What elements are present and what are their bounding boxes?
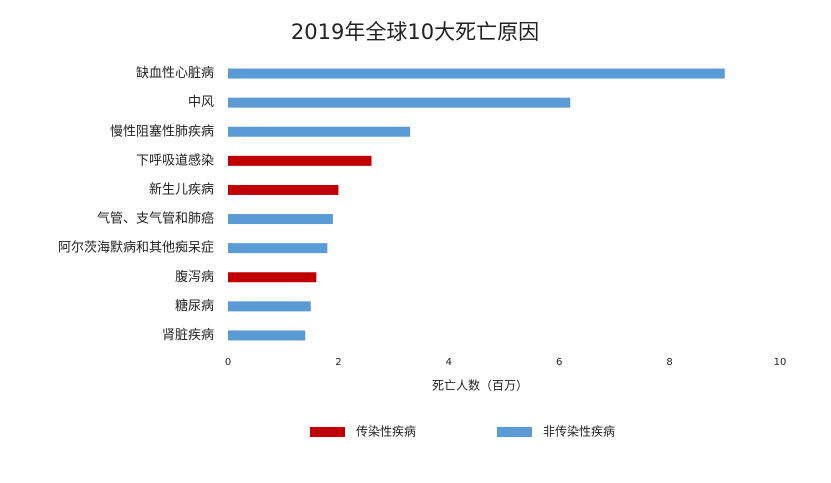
chart-title: 2019年全球10大死亡原因 — [291, 20, 539, 44]
bar — [228, 97, 571, 108]
x-tick-label: 4 — [446, 357, 452, 368]
y-tick-label: 腹泻病 — [175, 269, 214, 285]
y-tick-label: 中风 — [188, 95, 214, 110]
bar — [228, 68, 725, 79]
legend-label: 传染性疾病 — [356, 424, 416, 439]
y-tick-label: 肾脏疾病 — [162, 328, 214, 343]
x-tick-label: 0 — [225, 357, 231, 368]
x-axis-label: 死亡人数（百万） — [432, 378, 528, 393]
bar — [228, 214, 333, 225]
bar — [228, 126, 411, 137]
x-tick-label: 6 — [556, 357, 562, 368]
legend-label: 非传染性疾病 — [543, 424, 615, 439]
legend-swatch — [497, 427, 532, 437]
legend-swatch — [310, 427, 345, 437]
bar — [228, 301, 311, 312]
bar — [228, 184, 339, 195]
y-tick-label: 气管、支气管和肺癌 — [97, 211, 214, 227]
y-tick-label: 糖尿病 — [175, 298, 214, 314]
bar — [228, 330, 306, 341]
y-tick-label: 慢性阻塞性肺疾病 — [110, 123, 214, 139]
bar — [228, 155, 372, 166]
y-tick-label: 新生儿疾病 — [149, 181, 214, 197]
x-tick-label: 2 — [335, 357, 341, 368]
y-tick-label: 阿尔茨海默病和其他痴呆症 — [58, 240, 214, 256]
x-tick-label: 10 — [774, 357, 787, 368]
x-tick-label: 8 — [666, 357, 672, 368]
y-tick-label: 下呼吸道感染 — [136, 152, 214, 168]
y-tick-label: 缺血性心脏病 — [136, 66, 214, 81]
bar — [228, 272, 317, 283]
bar — [228, 243, 328, 254]
